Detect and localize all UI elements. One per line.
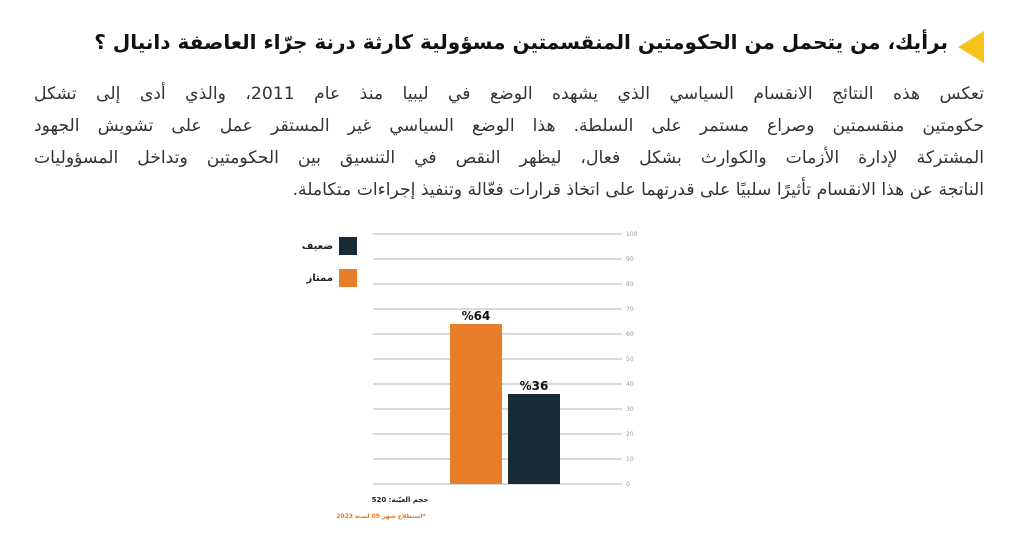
y-tick-label: 80 xyxy=(626,281,634,288)
y-tick-label: 50 xyxy=(626,356,634,363)
page-title: برأيك، من يتحمل من الحكومتين المنقسمتين … xyxy=(94,30,948,54)
y-tick-label: 10 xyxy=(626,456,634,463)
bar-value-label: %36 xyxy=(520,379,549,393)
survey-date-note: *استطلاع شهر 09 لسنة 2023 xyxy=(336,513,426,520)
paragraph-line: حكومتين منقسمتين وصراع مستمر على السلطة.… xyxy=(34,116,984,136)
bar-value-label: %64 xyxy=(462,309,491,323)
bar-excellent xyxy=(450,324,502,484)
legend-swatch xyxy=(339,237,357,255)
legend-label: ممتاز xyxy=(306,273,334,284)
y-tick-label: 0 xyxy=(626,481,630,488)
bar-weak xyxy=(508,394,560,484)
paragraph-line: المشتركة لإدارة الأزمات والكوارث بشكل فع… xyxy=(34,148,984,168)
header: برأيك، من يتحمل من الحكومتين المنقسمتين … xyxy=(30,28,984,63)
y-tick-label: 60 xyxy=(626,331,634,338)
y-tick-label: 30 xyxy=(626,406,634,413)
sample-size-note: حجم العيّنة: 520 xyxy=(372,496,429,504)
legend-swatch xyxy=(339,269,357,287)
y-tick-label: 40 xyxy=(626,381,634,388)
bars-layer: %64 %36 xyxy=(450,309,560,484)
description-paragraph: تعكس هذه النتائج الانقسام السياسي الذي ي… xyxy=(34,78,984,206)
y-tick-label: 70 xyxy=(626,306,634,313)
y-tick-label: 100 xyxy=(626,231,638,238)
legend-label: ضعيف xyxy=(302,241,333,252)
legend: ضعيف ممتاز xyxy=(302,237,357,287)
paragraph-line: تعكس هذه النتائج الانقسام السياسي الذي ي… xyxy=(34,84,984,104)
y-tick-label: 20 xyxy=(626,431,634,438)
yellow-triangle-icon xyxy=(958,31,984,63)
bar-chart: 0 10 20 30 40 50 60 70 80 90 100 %64 %36 ضعيف ممتاز … xyxy=(0,220,1024,533)
paragraph-line: الناتجة عن هذا الانقسام تأثيرًا سلبيًا ع… xyxy=(292,180,984,200)
y-tick-label: 90 xyxy=(626,256,634,263)
grid-layer: 0 10 20 30 40 50 60 70 80 90 100 xyxy=(373,231,638,488)
